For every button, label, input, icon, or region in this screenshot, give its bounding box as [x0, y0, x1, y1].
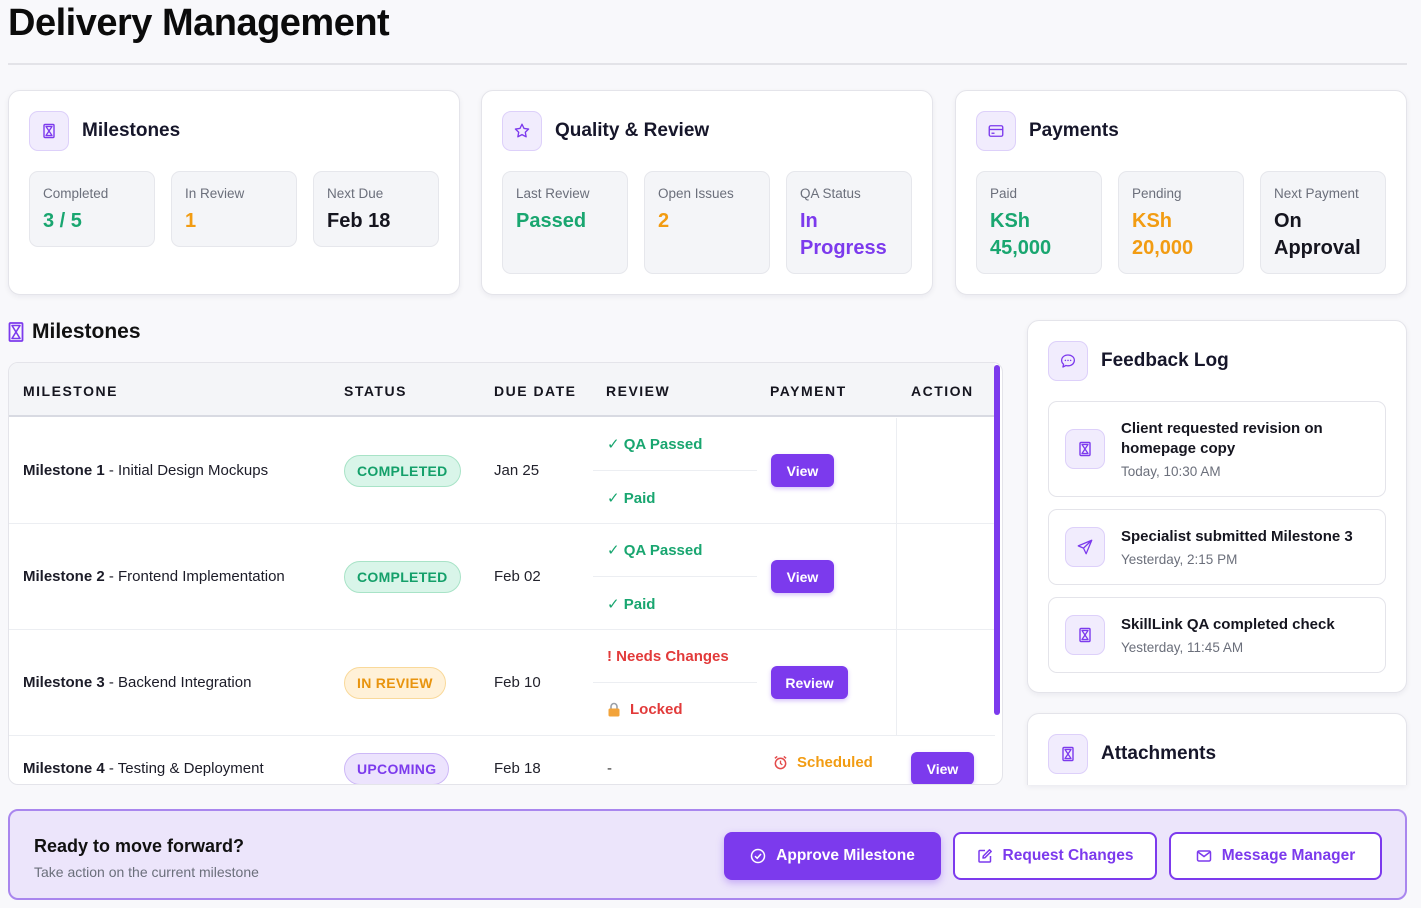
star-icon — [502, 111, 542, 151]
milestone-name: Milestone 3 - Backend Integration — [23, 674, 252, 691]
status-badge: COMPLETED — [344, 455, 461, 487]
payment-status: ✓ Paid — [607, 489, 656, 507]
due-date: Feb 02 — [494, 568, 541, 585]
feedback-item[interactable]: SkillLink QA completed check Yesterday, … — [1048, 597, 1386, 673]
table-row: Milestone 4 - Testing & Deployment UPCOM… — [9, 736, 995, 784]
milestone-name: Milestone 2 - Frontend Implementation — [23, 568, 285, 585]
title-divider — [8, 63, 1407, 65]
action-bar-title: Ready to move forward? — [34, 836, 245, 856]
status-badge: IN REVIEW — [344, 667, 446, 699]
due-date: Jan 25 — [494, 462, 540, 479]
table-row: Milestone 1 - Initial Design Mockups COM… — [9, 418, 995, 524]
hourglass-icon — [1048, 734, 1088, 774]
hourglass-icon — [8, 322, 24, 342]
chat-icon — [1048, 341, 1088, 381]
stat-qa-status: QA Status In Progress — [786, 171, 912, 274]
stat-next-payment: Next Payment On Approval — [1260, 171, 1386, 274]
alarm-clock-icon — [774, 755, 787, 770]
attachments-card: Attachments — [1027, 713, 1407, 785]
card-title: Attachments — [1101, 743, 1217, 764]
table-row: Milestone 3 - Backend Integration IN REV… — [9, 630, 995, 736]
approve-milestone-button[interactable]: Approve Milestone — [724, 832, 941, 880]
payment-status: Locked — [593, 683, 757, 736]
feedback-item[interactable]: Specialist submitted Milestone 3 Yesterd… — [1048, 509, 1386, 585]
hourglass-icon — [1065, 615, 1105, 655]
stat-in-review: In Review 1 — [171, 171, 297, 247]
edit-icon — [977, 849, 992, 863]
message-manager-button[interactable]: Message Manager — [1169, 832, 1382, 880]
status-badge: UPCOMING — [344, 753, 450, 784]
stat-last-review: Last Review Passed — [502, 171, 628, 274]
milestone-name: Milestone 4 - Testing & Deployment — [23, 760, 264, 777]
view-button[interactable]: View — [771, 560, 834, 593]
header-milestone: MILESTONE — [23, 383, 118, 399]
stat-paid: Paid KSh 45,000 — [976, 171, 1102, 274]
review-status: ✓ QA Passed — [593, 524, 757, 577]
payment-status: Scheduled — [773, 754, 873, 771]
view-button[interactable]: View — [771, 454, 834, 487]
card-title: Payments — [1029, 120, 1119, 141]
review-status: - — [607, 760, 612, 777]
payment-status: ✓ Paid — [607, 595, 656, 613]
view-button[interactable]: View — [911, 752, 974, 784]
header-due-date: DUE DATE — [494, 383, 577, 399]
review-button[interactable]: Review — [771, 666, 848, 699]
page-title: Delivery Management — [8, 2, 390, 44]
stat-pending: Pending KSh 20,000 — [1118, 171, 1244, 274]
due-date: Feb 10 — [494, 674, 541, 691]
credit-card-icon — [976, 111, 1016, 151]
stat-open-issues: Open Issues 2 — [644, 171, 770, 274]
header-review: REVIEW — [606, 383, 671, 399]
table-scrollbar[interactable] — [994, 365, 1000, 715]
header-action: ACTION — [911, 383, 974, 399]
feedback-item[interactable]: Client requested revision on homepage co… — [1048, 401, 1386, 497]
due-date: Feb 18 — [494, 760, 541, 777]
card-title: Milestones — [82, 120, 181, 141]
request-changes-button[interactable]: Request Changes — [953, 832, 1157, 880]
hourglass-icon — [1065, 429, 1105, 469]
check-circle-icon — [750, 848, 766, 864]
mail-icon — [1196, 850, 1211, 862]
milestones-table: MILESTONE STATUS DUE DATE REVIEW PAYMENT… — [8, 362, 1003, 785]
status-badge: COMPLETED — [344, 561, 461, 593]
quality-summary-card: Quality & Review Last Review Passed Open… — [481, 90, 933, 295]
card-title: Feedback Log — [1101, 350, 1229, 371]
send-icon — [1065, 527, 1105, 567]
milestone-name: Milestone 1 - Initial Design Mockups — [23, 462, 269, 479]
payments-summary-card: Payments Paid KSh 45,000 Pending KSh 20,00… — [955, 90, 1407, 295]
table-row: Milestone 2 - Frontend Implementation CO… — [9, 524, 995, 630]
stat-next-due: Next Due Feb 18 — [313, 171, 439, 247]
review-status: ! Needs Changes — [593, 630, 757, 683]
action-bar-subtitle: Take action on the current milestone — [34, 864, 259, 880]
stat-completed: Completed 3 / 5 — [29, 171, 155, 247]
hourglass-icon — [29, 111, 69, 151]
milestones-summary-card: Milestones Completed 3 / 5 In Review 1 N… — [8, 90, 460, 295]
table-header: MILESTONE STATUS DUE DATE REVIEW PAYMENT… — [9, 363, 995, 417]
feedback-log-card: Feedback Log Client requested revision o… — [1027, 320, 1407, 693]
header-payment: PAYMENT — [770, 383, 847, 399]
header-status: STATUS — [344, 383, 407, 399]
action-bar: Ready to move forward? Take action on th… — [8, 809, 1407, 900]
card-title: Quality & Review — [555, 120, 710, 141]
milestones-section-title: Milestones — [8, 320, 141, 344]
lock-icon — [608, 702, 620, 717]
review-status: ✓ QA Passed — [593, 418, 757, 471]
